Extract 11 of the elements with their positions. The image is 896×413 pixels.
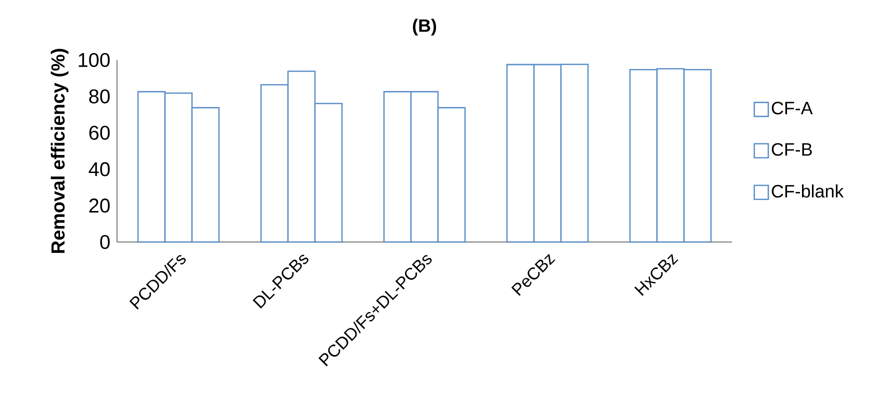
y-axis-title: Removal efficiency (%) [50, 48, 68, 253]
chart-title: (B) [412, 18, 436, 36]
y-tick-label: 80 [89, 89, 110, 104]
y-tick-label: 100 [78, 52, 110, 68]
legend-label: CF-A [772, 102, 813, 114]
y-tick-label: 0 [100, 234, 110, 250]
legend-label: CF-B [772, 143, 812, 156]
y-tick-label: 60 [89, 126, 110, 140]
y-tick-label: 20 [89, 198, 110, 213]
legend-label: CF-blank [772, 184, 844, 198]
y-tick-label: 40 [88, 162, 110, 176]
